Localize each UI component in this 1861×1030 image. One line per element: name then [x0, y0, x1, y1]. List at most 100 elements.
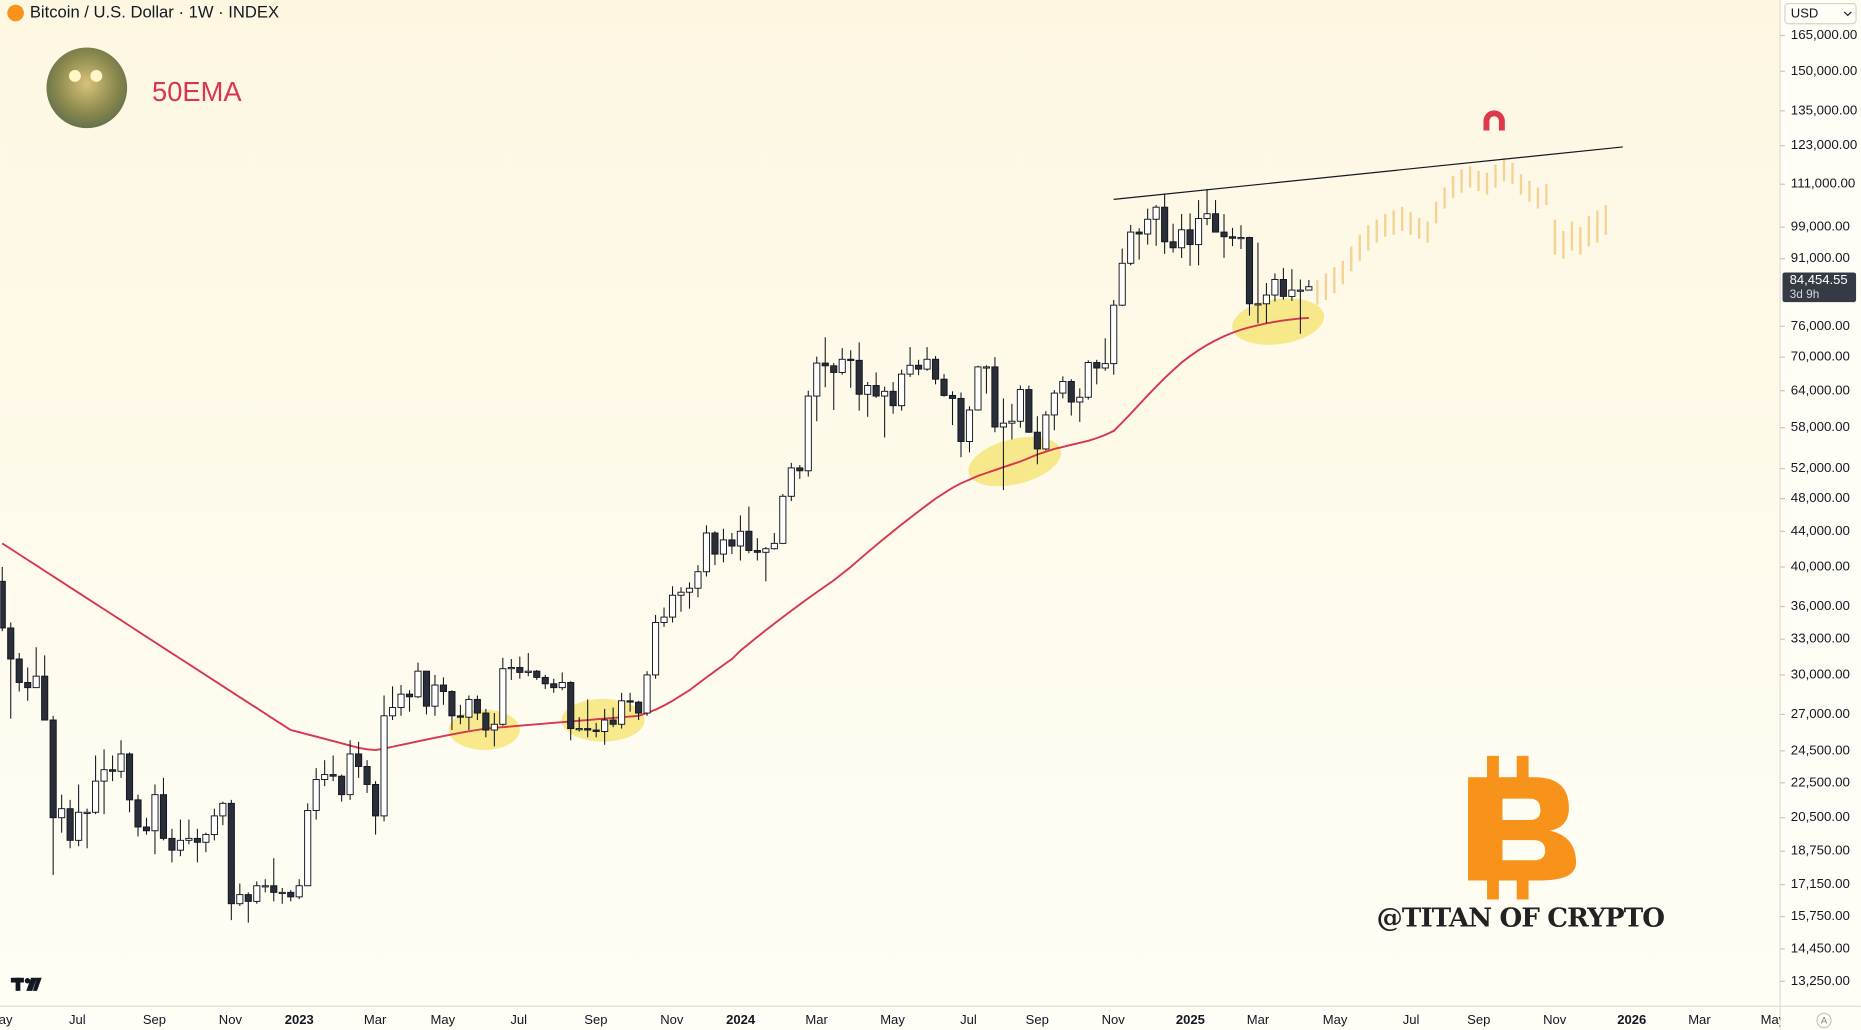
candle-body-down: [287, 891, 295, 898]
candle-body-up: [236, 894, 244, 905]
candle-body-up: [770, 542, 778, 550]
candle-body-down: [270, 885, 278, 893]
candle-body-down: [24, 682, 32, 689]
candle-body-down: [0, 580, 6, 629]
bitcoin-logo: [1468, 755, 1577, 900]
magnet-icon: [1483, 110, 1505, 131]
candle-body-down: [711, 532, 719, 555]
candle-body-down: [168, 837, 176, 851]
candle-body-down: [1161, 206, 1169, 243]
candle-body-up: [1008, 420, 1016, 424]
candle-body-up: [397, 693, 405, 709]
candle-body-up: [702, 532, 711, 573]
y-tick-label: 70,000.00: [1791, 349, 1850, 364]
candle-body-up: [295, 885, 303, 898]
dropdown-chevron[interactable]: [1843, 11, 1852, 17]
logo-bar: [1487, 755, 1499, 782]
currency-button[interactable]: [1784, 2, 1857, 25]
candle-body-down: [142, 826, 151, 832]
last-price-label: 84,454.55: [1790, 272, 1848, 287]
candle-body-up: [1050, 392, 1058, 416]
candle-body-up: [864, 385, 872, 395]
y-tick-label: 33,000.00: [1791, 631, 1850, 646]
candle-body-up: [694, 571, 702, 589]
y-tick-label: 22,500.00: [1791, 774, 1850, 789]
candle-body-down: [1228, 236, 1237, 239]
candle-body-down: [915, 364, 923, 370]
avatar: [46, 47, 128, 129]
candle-body-down: [821, 362, 829, 367]
candle-body-down: [1279, 279, 1287, 297]
candle-body-down: [49, 719, 57, 819]
candle-body-up: [312, 779, 320, 811]
candle-body-up: [346, 753, 354, 796]
candle-body-down: [592, 729, 600, 732]
y-tick-label: 165,000.00: [1791, 27, 1857, 42]
candle-body-up: [558, 682, 566, 689]
candle-body-up: [838, 358, 846, 373]
candle-body-down: [1025, 389, 1033, 433]
candle-body-up: [58, 808, 66, 819]
candle-body-down: [847, 358, 855, 361]
candle-body-down: [1169, 241, 1177, 249]
x-tick-label: 2026: [1617, 1012, 1646, 1027]
candle-body-up: [388, 707, 397, 717]
candle-body-up: [719, 539, 727, 555]
x-tick-label: Nov: [1102, 1012, 1126, 1027]
y-tick-label: 150,000.00: [1791, 63, 1857, 78]
candle-body-up: [1110, 304, 1118, 365]
tv-logo-part: [15, 977, 21, 991]
candle-body-down: [405, 693, 414, 698]
candle-body-up: [1195, 218, 1203, 246]
candle-body-down: [363, 766, 371, 785]
x-tick-label: May: [0, 1012, 13, 1027]
candle-body-down: [422, 670, 431, 707]
candle-body-up: [923, 358, 931, 370]
candle-body-down: [7, 627, 15, 660]
candle-body-up: [965, 409, 974, 442]
candle-body-down: [1186, 229, 1194, 246]
x-tick-label: May: [1323, 1012, 1348, 1027]
candle-body-down: [456, 715, 464, 718]
tv-logo-part: [26, 977, 42, 991]
candle-body-up: [185, 837, 193, 841]
candle-body-down: [745, 530, 753, 551]
candle-body-up: [92, 780, 100, 813]
candle-body-up: [524, 670, 532, 673]
candle-body-up: [1178, 229, 1186, 249]
candle-body-down: [635, 701, 643, 714]
auto-label[interactable]: A: [1821, 1016, 1828, 1027]
x-tick-label: Sep: [584, 1012, 607, 1027]
y-tick-label: 40,000.00: [1791, 559, 1850, 574]
candle-body-up: [1271, 279, 1279, 296]
candle-body-up: [1288, 289, 1296, 297]
candle-body-down: [439, 684, 448, 692]
candle-body-up: [974, 366, 982, 411]
candle-body-up: [1262, 294, 1270, 305]
y-tick-label: 36,000.00: [1791, 598, 1850, 613]
candle-body-down: [1245, 237, 1254, 305]
candle-body-down: [15, 658, 23, 683]
candle-body-up: [1254, 303, 1262, 306]
x-tick-label: Mar: [805, 1012, 828, 1027]
price-axis-panel: [1780, 0, 1861, 1030]
x-tick-label: Jul: [510, 1012, 527, 1027]
currency-label[interactable]: USD: [1791, 6, 1819, 21]
logo-bar: [1487, 873, 1499, 900]
auto-button[interactable]: [1816, 1012, 1832, 1029]
candle-body-up: [1203, 213, 1211, 219]
candle-body-up: [1059, 381, 1067, 394]
candle-body-up: [380, 715, 388, 817]
y-tick-label: 58,000.00: [1791, 419, 1850, 434]
logo-bar: [1516, 873, 1529, 900]
candle-body-down: [66, 808, 74, 841]
candle-body-up: [210, 815, 218, 836]
candle-body-up: [651, 622, 660, 676]
candle-body-up: [1118, 262, 1126, 306]
candle-body-up: [618, 700, 626, 725]
y-tick-label: 111,000.00: [1791, 176, 1856, 191]
candle-body-up: [804, 395, 812, 472]
candle-body-down: [227, 802, 235, 905]
x-tick-label: Nov: [219, 1012, 243, 1027]
y-tick-label: 24,500.00: [1791, 742, 1850, 757]
